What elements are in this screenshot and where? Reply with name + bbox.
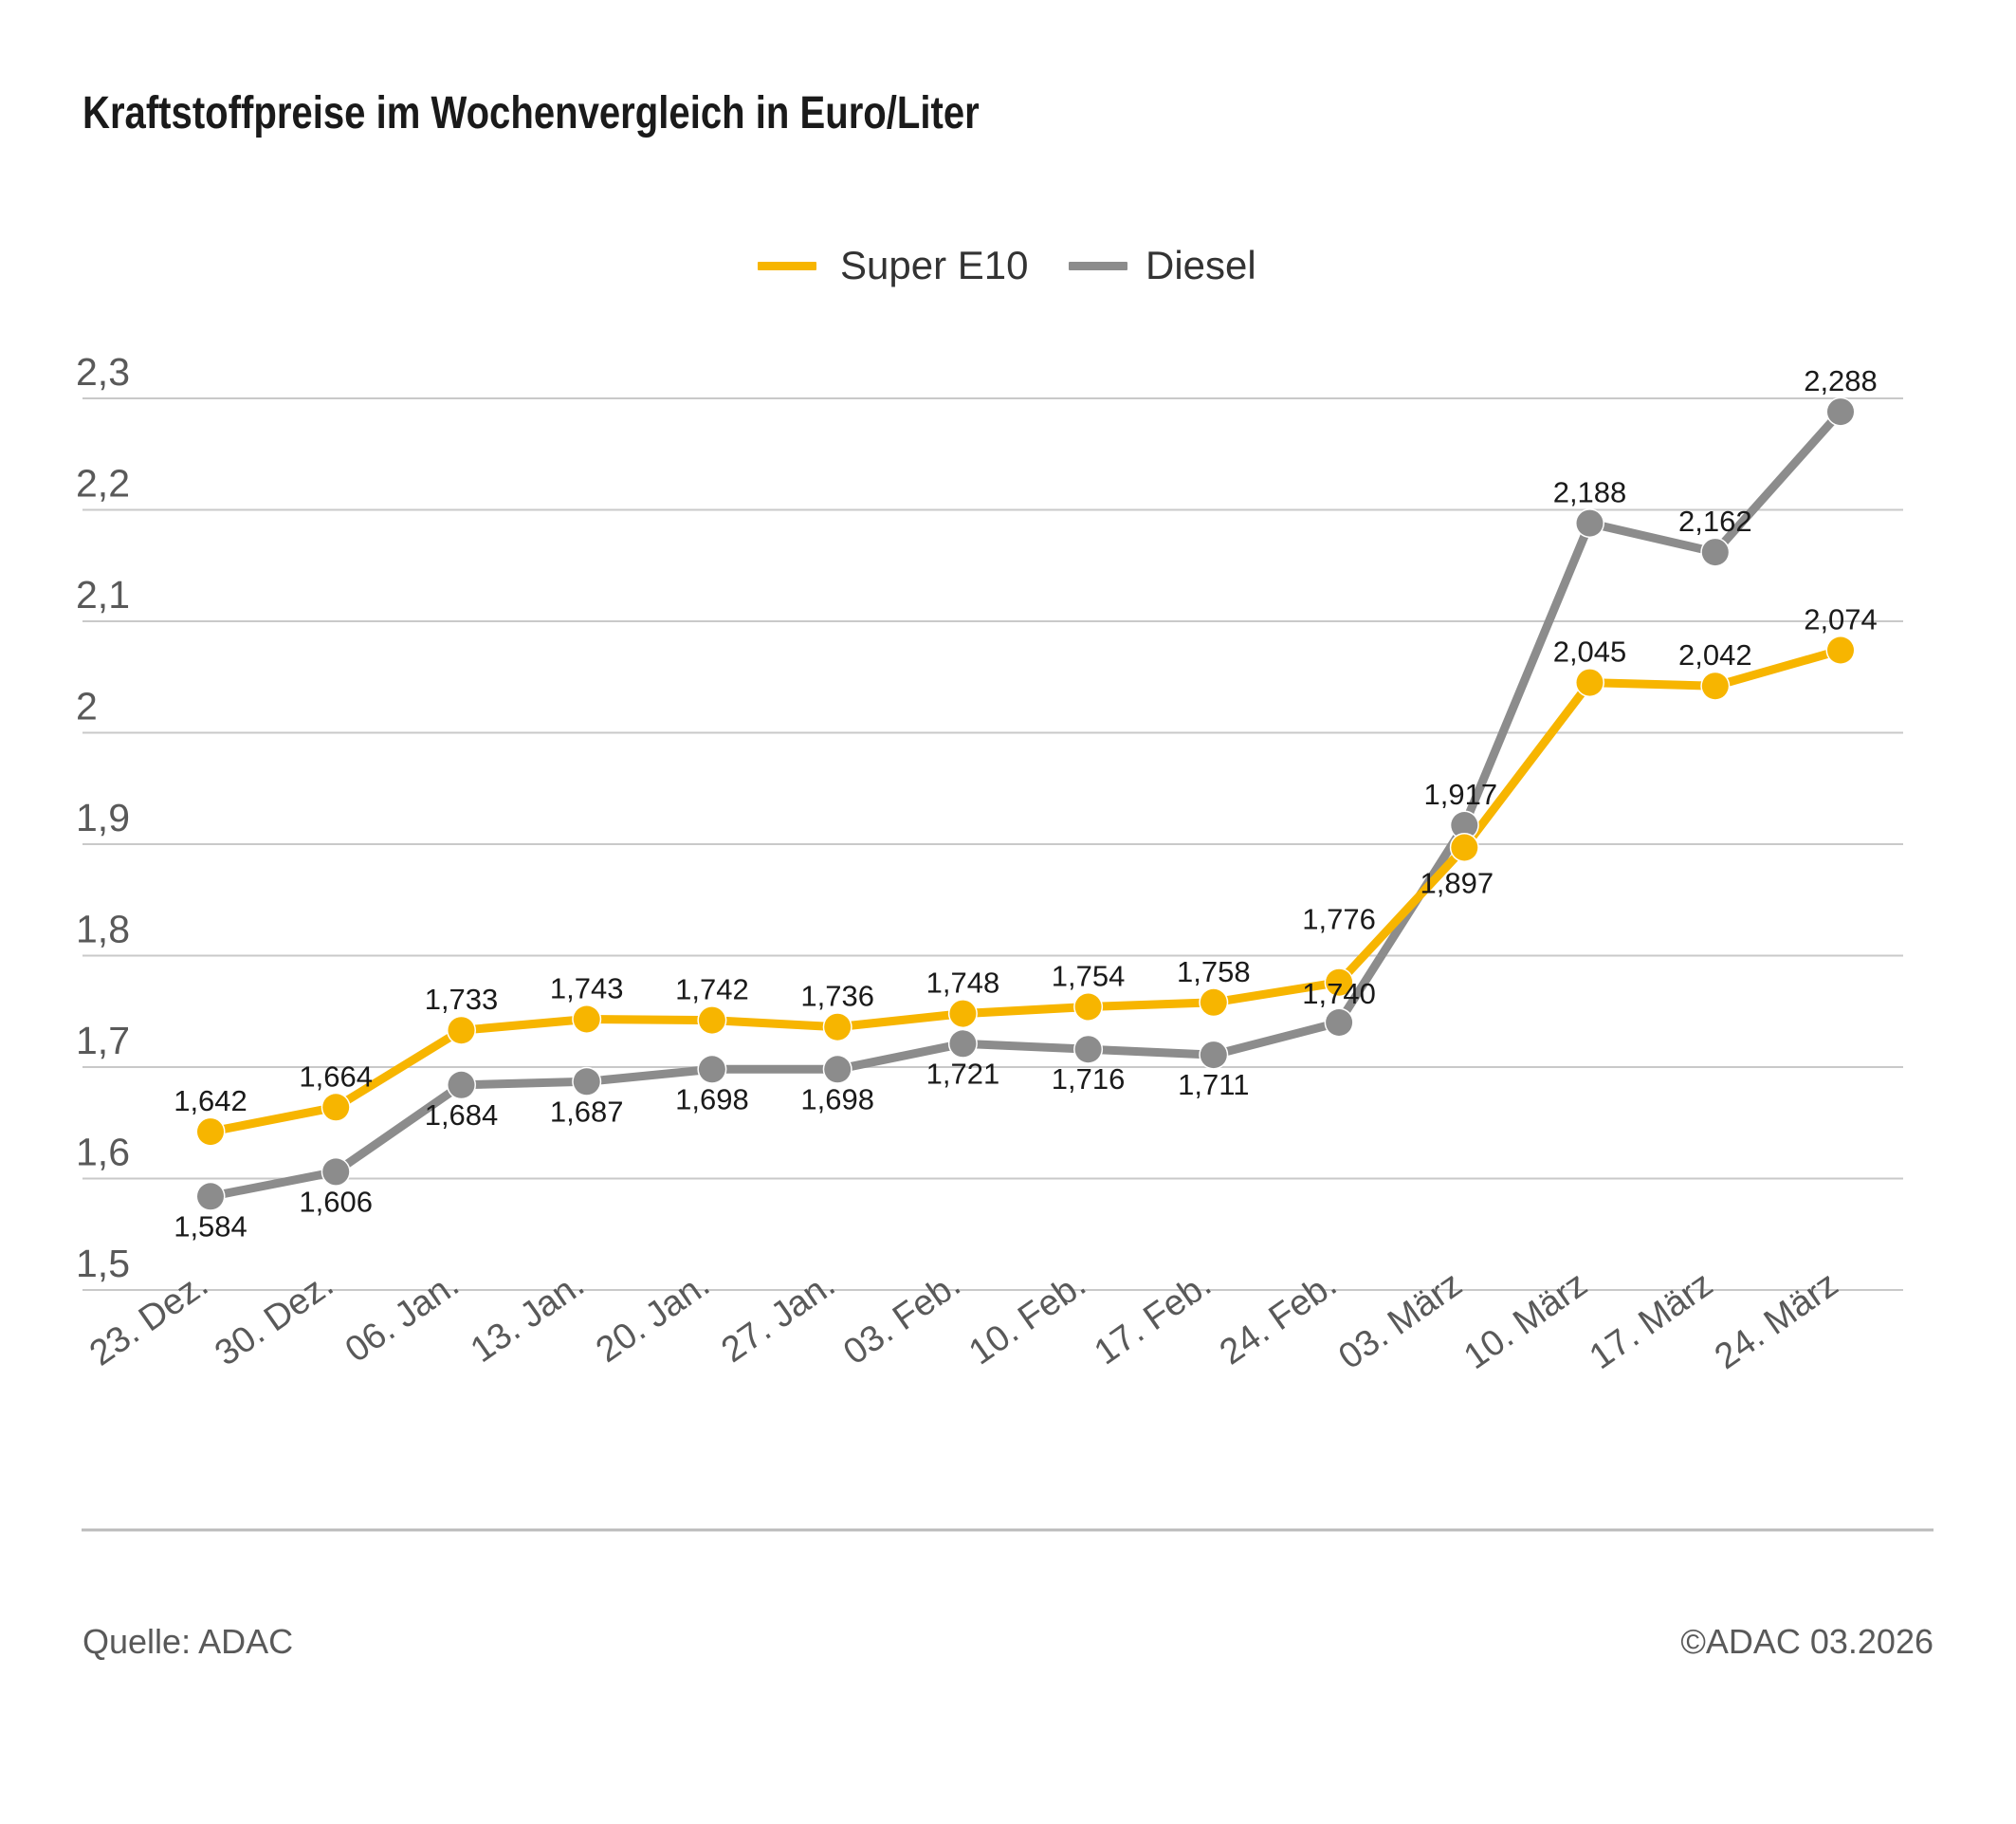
svg-text:1,748: 1,748 bbox=[926, 967, 1000, 1000]
svg-text:1,8: 1,8 bbox=[76, 908, 130, 951]
svg-text:1,684: 1,684 bbox=[425, 1098, 499, 1132]
svg-text:1,754: 1,754 bbox=[1052, 960, 1126, 993]
svg-text:1,7: 1,7 bbox=[76, 1019, 130, 1062]
svg-text:06. Jan.: 06. Jan. bbox=[339, 1264, 467, 1371]
svg-text:1,716: 1,716 bbox=[1052, 1062, 1126, 1096]
svg-text:17. Feb.: 17. Feb. bbox=[1088, 1264, 1219, 1373]
svg-text:24. März: 24. März bbox=[1708, 1264, 1845, 1377]
svg-text:1,742: 1,742 bbox=[675, 973, 749, 1006]
svg-text:13. Jan.: 13. Jan. bbox=[464, 1264, 592, 1371]
svg-text:1,711: 1,711 bbox=[1178, 1068, 1249, 1101]
svg-text:2: 2 bbox=[76, 685, 98, 728]
svg-text:2,045: 2,045 bbox=[1553, 636, 1627, 669]
svg-text:2,1: 2,1 bbox=[76, 573, 130, 617]
svg-text:2,188: 2,188 bbox=[1553, 476, 1627, 509]
svg-text:2,2: 2,2 bbox=[76, 462, 130, 506]
svg-text:2,042: 2,042 bbox=[1678, 638, 1752, 672]
svg-text:1,606: 1,606 bbox=[299, 1185, 373, 1218]
svg-text:1,758: 1,758 bbox=[1177, 955, 1251, 988]
svg-text:1,740: 1,740 bbox=[1302, 977, 1376, 1010]
svg-text:27. Jan.: 27. Jan. bbox=[715, 1264, 843, 1371]
svg-text:1,698: 1,698 bbox=[800, 1082, 874, 1115]
svg-text:1,642: 1,642 bbox=[174, 1084, 247, 1117]
svg-text:1,736: 1,736 bbox=[800, 980, 874, 1013]
svg-text:10. März: 10. März bbox=[1457, 1264, 1594, 1377]
svg-text:1,743: 1,743 bbox=[550, 972, 624, 1005]
svg-text:2,074: 2,074 bbox=[1804, 603, 1878, 636]
svg-text:1,6: 1,6 bbox=[76, 1131, 130, 1174]
svg-text:2,288: 2,288 bbox=[1804, 364, 1878, 397]
svg-text:1,733: 1,733 bbox=[425, 983, 499, 1016]
svg-text:1,897: 1,897 bbox=[1420, 867, 1494, 900]
svg-text:1,5: 1,5 bbox=[76, 1242, 130, 1285]
svg-text:03. März: 03. März bbox=[1331, 1264, 1469, 1377]
svg-text:1,687: 1,687 bbox=[550, 1095, 624, 1128]
svg-text:17. März: 17. März bbox=[1583, 1264, 1720, 1377]
svg-text:20. Jan.: 20. Jan. bbox=[589, 1264, 717, 1371]
svg-text:30. Dez.: 30. Dez. bbox=[208, 1264, 340, 1374]
svg-text:03. Feb.: 03. Feb. bbox=[836, 1264, 967, 1373]
svg-text:10. Feb.: 10. Feb. bbox=[962, 1264, 1092, 1373]
svg-text:1,776: 1,776 bbox=[1302, 903, 1376, 936]
svg-text:1,664: 1,664 bbox=[299, 1059, 373, 1093]
svg-text:24. Feb.: 24. Feb. bbox=[1213, 1264, 1344, 1373]
svg-text:1,9: 1,9 bbox=[76, 796, 130, 839]
svg-text:2,3: 2,3 bbox=[76, 350, 130, 394]
svg-text:2,162: 2,162 bbox=[1678, 505, 1752, 538]
svg-text:1,698: 1,698 bbox=[675, 1082, 749, 1115]
svg-text:1,721: 1,721 bbox=[926, 1057, 1000, 1090]
svg-text:1,917: 1,917 bbox=[1424, 778, 1498, 811]
svg-text:1,584: 1,584 bbox=[174, 1209, 247, 1243]
